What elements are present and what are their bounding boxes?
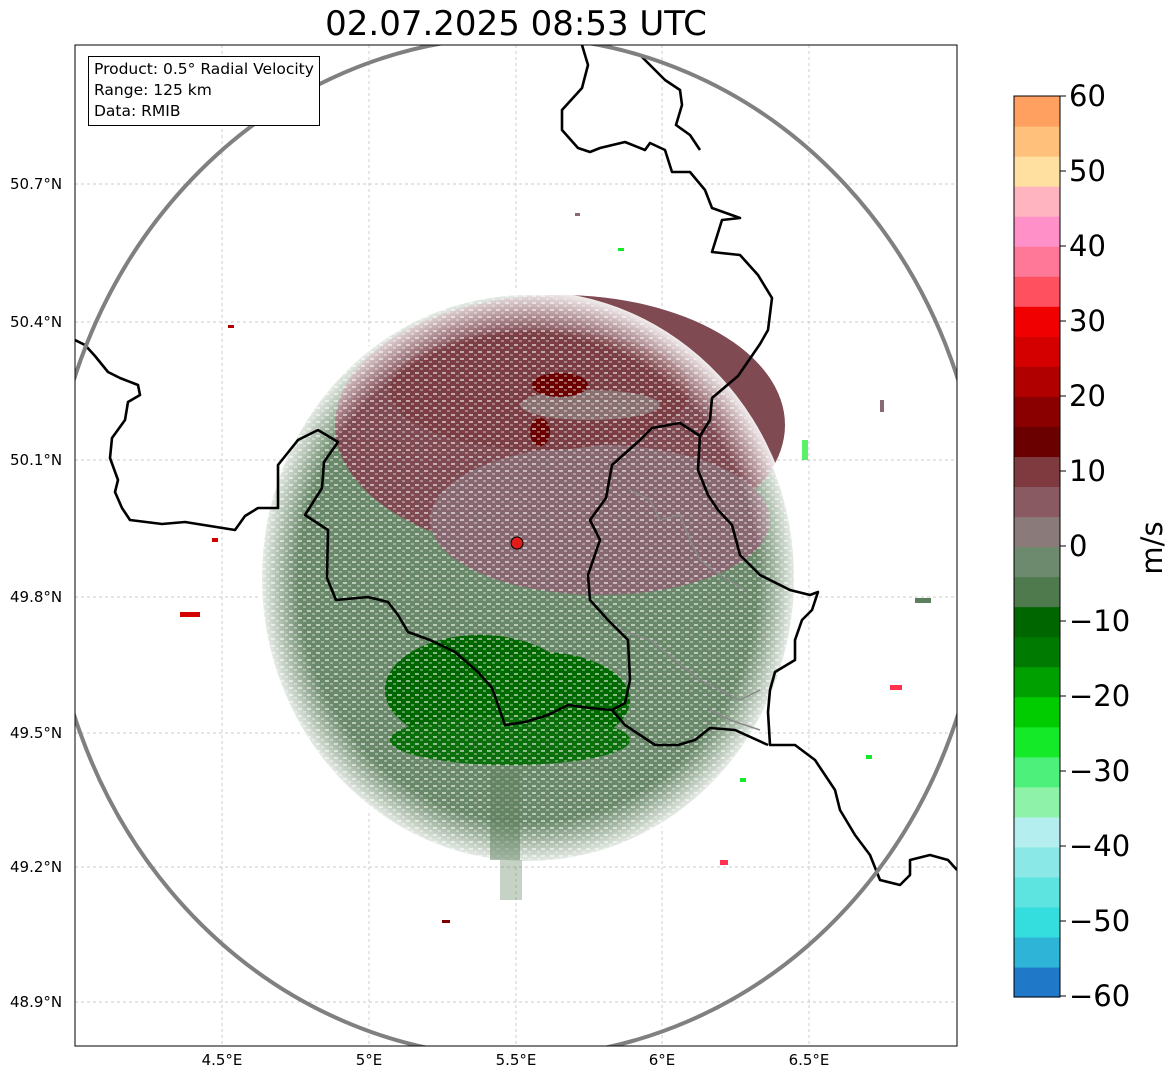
- radar-site-marker[interactable]: [510, 536, 524, 550]
- rivers: [619, 489, 761, 731]
- colorbar-tick-label: 30: [1069, 304, 1106, 338]
- colorbar-ticks: [1060, 95, 1066, 997]
- colorbar-band: [1014, 546, 1060, 578]
- colorbar-tick-label: 0: [1069, 529, 1088, 563]
- colorbar-tick-label: 10: [1069, 454, 1106, 488]
- colorbar-tick-label: 60: [1069, 79, 1106, 113]
- colorbar-tick-label: −30: [1069, 754, 1131, 788]
- colorbar-band: [1014, 156, 1060, 187]
- colorbar-band: [1014, 906, 1060, 938]
- colorbar-tick-label: −40: [1069, 829, 1131, 863]
- colorbar-tick-label: 50: [1069, 154, 1106, 188]
- colorbar-band: [1014, 576, 1060, 608]
- y-tick-label: 49.8°N: [10, 588, 63, 606]
- range-label: Range: 125 km: [94, 81, 212, 99]
- colorbar-band: [1014, 606, 1060, 638]
- colorbar-band: [1014, 126, 1060, 157]
- colorbar-band: [1014, 276, 1060, 307]
- colorbar-band: [1014, 306, 1060, 337]
- colorbar-band: [1014, 786, 1060, 818]
- colorbar-band: [1014, 966, 1060, 998]
- colorbar-band: [1014, 216, 1060, 247]
- colorbar-band: [1014, 816, 1060, 848]
- colorbar-tick-label: −10: [1069, 604, 1131, 638]
- colorbar-tick-label: −20: [1069, 679, 1131, 713]
- y-tick-label: 50.4°N: [10, 313, 63, 331]
- colorbar-band: [1014, 846, 1060, 878]
- colorbar-band: [1014, 696, 1060, 728]
- colorbar-tick-label: −50: [1069, 904, 1131, 938]
- y-tick-label: 48.9°N: [10, 993, 63, 1011]
- colorbar-band: [1014, 756, 1060, 788]
- colorbar-band: [1014, 726, 1060, 758]
- colorbar-tick-label: −60: [1069, 979, 1131, 1013]
- colorbar-unit-label: m/s: [1135, 521, 1169, 575]
- colorbar-band: [1014, 96, 1060, 127]
- colorbar-band: [1014, 246, 1060, 277]
- colorbar-tick-label: 20: [1069, 379, 1106, 413]
- product-label: Product: 0.5° Radial Velocity: [94, 60, 314, 78]
- colorbar-band: [1014, 936, 1060, 968]
- colorbar: [1014, 96, 1060, 998]
- colorbar-band: [1014, 486, 1060, 518]
- colorbar-band: [1014, 186, 1060, 217]
- colorbar-band: [1014, 366, 1060, 397]
- country-borders: [75, 45, 957, 887]
- product-info-box: Product: 0.5° Radial Velocity Range: 125…: [88, 56, 320, 126]
- y-tick-label: 49.2°N: [10, 858, 63, 876]
- y-tick-label: 50.1°N: [10, 451, 63, 469]
- map-title: 02.07.2025 08:53 UTC: [325, 4, 707, 44]
- colorbar-band: [1014, 636, 1060, 668]
- colorbar-band: [1014, 396, 1060, 427]
- x-tick-label: 4.5°E: [201, 1051, 243, 1069]
- x-tick-label: 5°E: [355, 1051, 383, 1069]
- data-source-label: Data: RMIB: [94, 102, 181, 120]
- colorbar-band: [1014, 876, 1060, 908]
- colorbar-band: [1014, 516, 1060, 548]
- colorbar-band: [1014, 426, 1060, 457]
- colorbar-band: [1014, 456, 1060, 488]
- y-tick-label: 49.5°N: [10, 724, 63, 742]
- x-tick-label: 6°E: [648, 1051, 676, 1069]
- x-tick-label: 5.5°E: [495, 1051, 537, 1069]
- colorbar-band: [1014, 336, 1060, 367]
- colorbar-tick-label: 40: [1069, 229, 1106, 263]
- map-area: [75, 45, 957, 1046]
- map-frame: [74, 44, 958, 1047]
- velocity-echoes: [180, 213, 931, 923]
- x-tick-label: 6.5°E: [788, 1051, 830, 1069]
- colorbar-band: [1014, 666, 1060, 698]
- y-tick-label: 50.7°N: [10, 175, 63, 193]
